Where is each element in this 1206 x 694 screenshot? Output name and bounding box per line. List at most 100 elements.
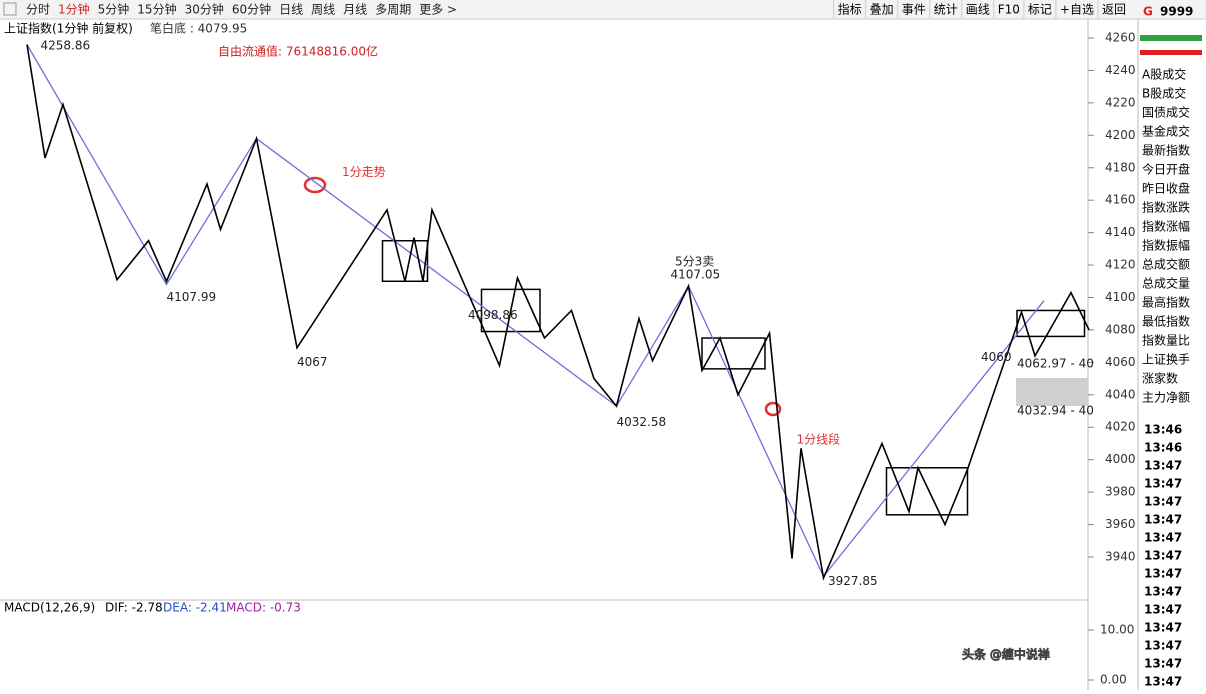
code-badge: G	[1143, 5, 1153, 19]
macd-dif: DIF: -2.78	[105, 601, 163, 615]
toolbar-button[interactable]: 指标	[838, 2, 862, 17]
macd-label: MACD(12,26,9)	[4, 601, 95, 615]
series-line	[26, 44, 1045, 578]
time-label: 13:47	[1144, 657, 1182, 671]
y-tick-label: 3960	[1105, 517, 1136, 531]
toolbar-tab[interactable]: 周线	[311, 3, 335, 17]
field-label: 最高指数	[1142, 295, 1190, 310]
y-tick-label: 4140	[1105, 225, 1136, 239]
y-tick-label: 4120	[1105, 258, 1136, 272]
toolbar-button[interactable]: 返回	[1102, 3, 1126, 17]
field-label: 最新指数	[1142, 143, 1190, 158]
time-label: 13:46	[1144, 423, 1182, 437]
macd-tick-label: 10.00	[1100, 623, 1134, 637]
toolbar-tab[interactable]: 30分钟	[185, 2, 224, 17]
field-label: 今日开盘	[1142, 162, 1190, 177]
price-label: 3927.85	[828, 574, 878, 588]
y-tick-label: 3940	[1105, 549, 1136, 563]
price-label: 4032.94 - 40	[1017, 404, 1094, 418]
toolbar-button[interactable]: 标记	[1028, 3, 1052, 17]
y-tick-label: 4240	[1105, 63, 1136, 77]
price-label: 4067	[297, 355, 328, 369]
time-label: 13:47	[1144, 495, 1182, 509]
macd-value: MACD: -0.73	[226, 601, 301, 615]
marker-circle	[303, 176, 327, 194]
toolbar-button[interactable]: F10	[998, 3, 1020, 17]
price-label: 5分3卖	[675, 254, 714, 268]
y-tick-label: 4200	[1105, 128, 1136, 142]
field-label: 涨家数	[1142, 371, 1178, 386]
series-line	[26, 44, 1090, 581]
field-label: 总成交额	[1142, 257, 1190, 272]
field-label: 昨日收盘	[1142, 181, 1190, 196]
code: 9999	[1160, 5, 1193, 19]
y-tick-label: 4020	[1105, 420, 1136, 434]
time-label: 13:46	[1144, 441, 1182, 455]
price-label: 4107.99	[167, 290, 217, 304]
field-label: 最低指数	[1142, 314, 1190, 329]
time-label: 13:47	[1144, 585, 1182, 599]
pivot-zone	[885, 467, 969, 516]
pivot-zone	[480, 288, 541, 333]
time-label: 13:47	[1144, 567, 1182, 581]
y-tick-label: 3980	[1105, 485, 1136, 499]
y-tick-label: 4100	[1105, 290, 1136, 304]
time-label: 13:47	[1144, 675, 1182, 689]
price-label: 4060	[981, 350, 1012, 364]
price-label: 4098.86	[468, 308, 518, 322]
toolbar-button[interactable]: 事件	[902, 3, 926, 17]
y-tick-label: 4180	[1105, 160, 1136, 174]
field-label: 指数量比	[1142, 333, 1190, 348]
y-tick-label: 4220	[1105, 95, 1136, 109]
toolbar-tab[interactable]: 5分钟	[98, 2, 130, 17]
field-label: A股成交	[1142, 67, 1186, 82]
toolbar-tab[interactable]: 分时	[26, 3, 50, 17]
y-tick-label: 4260	[1105, 31, 1136, 45]
gray-block	[1016, 378, 1088, 406]
y-tick-label: 4160	[1105, 193, 1136, 207]
callout: 1分走势	[342, 165, 386, 179]
price-label: 4107.05	[671, 267, 721, 281]
time-label: 13:47	[1144, 639, 1182, 653]
price-label: 4032.58	[617, 415, 667, 429]
toolbar-tab[interactable]: 月线	[343, 3, 367, 17]
toolbar-button[interactable]: 叠加	[870, 3, 894, 17]
macd-tick-label: 0.00	[1100, 673, 1127, 687]
toolbar-button[interactable]: 画线	[966, 3, 990, 17]
field-label: 主力净额	[1142, 391, 1190, 405]
field-label: 基金成交	[1142, 124, 1190, 139]
field-label: 总成交量	[1142, 276, 1190, 291]
pivot-zone	[701, 337, 766, 370]
time-label: 13:47	[1144, 549, 1182, 563]
field-label: B股成交	[1142, 86, 1186, 101]
time-label: 13:47	[1144, 621, 1182, 635]
field-label: 指数涨跌	[1142, 200, 1190, 215]
buy-bar	[1140, 35, 1202, 41]
watermark: 头条 @缠中说禅	[962, 647, 1050, 662]
toolbar-button[interactable]: 统计	[934, 3, 958, 17]
toolbar-tab[interactable]: 更多 >	[419, 3, 457, 17]
price-label: 4258.86	[41, 39, 91, 53]
menu-icon[interactable]	[3, 2, 17, 16]
toolbar-tab[interactable]: 1分钟	[58, 2, 90, 17]
sell-bar	[1140, 50, 1202, 55]
indicator: 笔白底 : 4079.95	[150, 21, 247, 36]
toolbar-tab[interactable]: 15分钟	[137, 2, 176, 17]
toolbar-tab[interactable]: 多周期	[375, 3, 411, 17]
time-label: 13:47	[1144, 513, 1182, 527]
toolbar-button[interactable]: +自选	[1060, 3, 1094, 17]
marker-circle	[764, 401, 782, 417]
toolbar-tab[interactable]: 60分钟	[232, 2, 271, 17]
time-label: 13:47	[1144, 603, 1182, 617]
toolbar	[0, 0, 1206, 19]
time-label: 13:47	[1144, 531, 1182, 545]
y-tick-label: 4060	[1105, 355, 1136, 369]
time-label: 13:47	[1144, 459, 1182, 473]
macd-dea: DEA: -2.41	[163, 601, 227, 615]
toolbar-tab[interactable]: 日线	[279, 3, 303, 17]
y-tick-label: 4040	[1105, 387, 1136, 401]
field-label: 国债成交	[1142, 105, 1190, 120]
field-label: 指数涨幅	[1142, 219, 1190, 234]
y-tick-label: 4000	[1105, 452, 1136, 466]
